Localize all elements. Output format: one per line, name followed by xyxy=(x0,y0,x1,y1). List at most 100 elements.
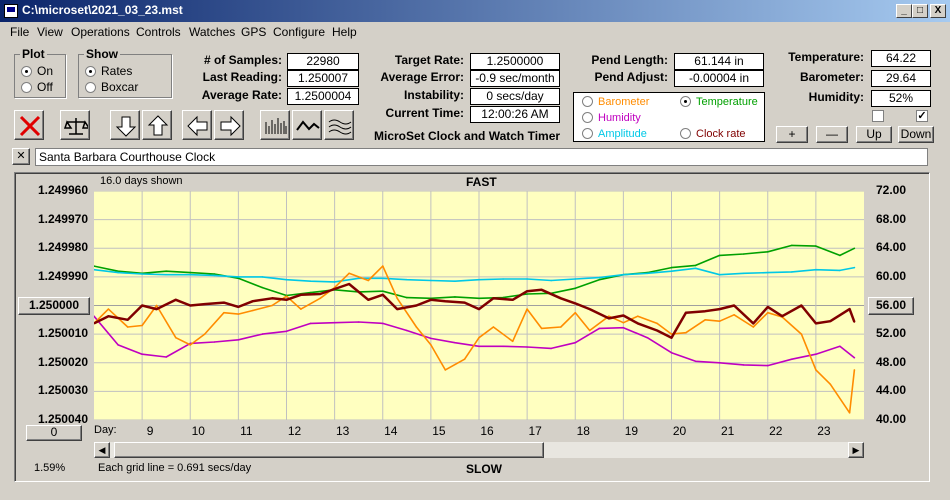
data-point xyxy=(175,299,177,301)
menu-operations[interactable]: Operations xyxy=(71,25,130,39)
percent-label: 1.59% xyxy=(34,462,66,474)
checkbox-left[interactable] xyxy=(872,110,884,122)
data-point xyxy=(261,276,264,278)
data-point xyxy=(175,336,177,339)
data-point xyxy=(829,320,832,322)
data-point xyxy=(781,315,783,317)
data-point xyxy=(237,306,240,308)
data-point xyxy=(271,297,273,300)
data-point xyxy=(622,273,625,276)
data-point xyxy=(829,383,832,385)
legend-humidity[interactable]: Humidity xyxy=(582,112,641,124)
app-icon[interactable] xyxy=(4,4,18,18)
close-button[interactable]: X xyxy=(930,4,946,18)
current-time-label: Current Time: xyxy=(385,106,464,120)
data-point xyxy=(300,308,302,310)
data-point xyxy=(93,268,95,271)
red-x-icon xyxy=(19,115,41,137)
data-point xyxy=(670,266,673,269)
legend-clock-rate[interactable]: Clock rate xyxy=(680,128,746,140)
data-point xyxy=(237,276,240,278)
data-point xyxy=(454,280,456,282)
data-point xyxy=(126,326,129,328)
clear-name-button[interactable]: ✕ xyxy=(12,148,30,165)
smooth-plot-button[interactable] xyxy=(292,110,322,140)
menu-file[interactable]: File xyxy=(10,25,30,39)
data-point xyxy=(406,278,408,281)
data-point xyxy=(511,340,514,343)
menu-watches[interactable]: Watches xyxy=(189,25,236,39)
minus-button[interactable]: — xyxy=(816,126,848,143)
radio-icon xyxy=(21,82,32,93)
plot-off-radio[interactable]: Off xyxy=(21,80,53,94)
data-point xyxy=(492,326,495,328)
legend-amplitude[interactable]: Amplitude xyxy=(582,128,647,140)
x-tick: 9 xyxy=(146,424,154,438)
legend-temperature[interactable]: Temperature xyxy=(680,96,758,108)
data-point xyxy=(141,273,143,275)
arrow-left-button[interactable] xyxy=(182,110,212,140)
avg-error-label: Average Error: xyxy=(380,70,464,84)
target-rate-field[interactable]: 1.2500000 xyxy=(470,53,560,70)
up-button[interactable]: Up xyxy=(856,126,892,143)
data-point xyxy=(444,369,447,371)
data-point xyxy=(415,326,418,328)
pend-length-field: 61.144 in xyxy=(674,53,764,70)
data-point xyxy=(733,314,735,316)
down-button[interactable]: Down xyxy=(898,126,934,143)
pend-adjust-field[interactable]: -0.00004 in xyxy=(674,70,764,87)
menu-gps[interactable]: GPS xyxy=(241,25,267,39)
clock-name-field[interactable]: Santa Barbara Courthouse Clock xyxy=(35,148,928,166)
x-tick: 12 xyxy=(287,424,302,438)
maximize-button[interactable]: □ xyxy=(912,4,928,18)
data-point xyxy=(502,278,504,280)
data-point xyxy=(502,345,504,348)
arrow-up-button[interactable] xyxy=(142,110,172,140)
plot-on-radio[interactable]: On xyxy=(21,64,53,78)
menu-configure[interactable]: Configure xyxy=(273,25,326,39)
legend-barometer-label: Barometer xyxy=(598,96,650,108)
balance-button[interactable] xyxy=(60,110,90,140)
arrow-right-button[interactable] xyxy=(214,110,244,140)
stop-button[interactable] xyxy=(14,110,44,140)
menu-view[interactable]: View xyxy=(37,25,63,39)
data-point xyxy=(574,287,577,290)
menu-help[interactable]: Help xyxy=(332,25,357,39)
data-point xyxy=(637,322,639,325)
show-rates-radio[interactable]: Rates xyxy=(85,64,132,78)
days-shown-label: 16.0 days shown xyxy=(100,175,183,187)
menu-bar: File View Operations Controls Watches GP… xyxy=(0,23,950,41)
zero-button[interactable]: 0 xyxy=(26,425,82,441)
rate-center-button[interactable]: 1.250000 xyxy=(18,297,90,315)
data-point xyxy=(550,279,552,282)
y-tick-right: 48.00 xyxy=(875,354,906,369)
scroll-right-button[interactable]: ▶ xyxy=(848,442,864,458)
arrow-down-button[interactable] xyxy=(110,110,140,140)
balance-scale-icon xyxy=(64,118,88,135)
multi-plot-button[interactable] xyxy=(324,110,354,140)
scale-center-button[interactable]: 56.00 xyxy=(868,297,914,315)
y-tick-left: 1.249980 xyxy=(37,240,88,255)
legend-barometer[interactable]: Barometer xyxy=(582,96,649,108)
checkbox-right[interactable]: ✓ xyxy=(916,110,928,122)
data-point xyxy=(704,310,706,312)
raw-plot-button[interactable] xyxy=(260,110,290,140)
y-tick-right: 40.00 xyxy=(875,412,906,426)
show-boxcar-radio[interactable]: Boxcar xyxy=(85,80,138,94)
data-point xyxy=(598,327,601,330)
instability-field: 0 secs/day xyxy=(470,88,560,105)
data-point xyxy=(656,329,658,332)
data-point xyxy=(165,270,167,272)
menu-controls[interactable]: Controls xyxy=(136,25,181,39)
scroll-left-button[interactable]: ◀ xyxy=(94,442,110,458)
horizontal-scrollbar[interactable]: ◀ ▶ xyxy=(94,442,864,458)
radio-selected-icon xyxy=(680,96,691,107)
minimize-button[interactable]: _ xyxy=(896,4,912,18)
data-point xyxy=(430,344,432,346)
data-point xyxy=(141,324,143,327)
x-tick: 17 xyxy=(528,424,542,438)
data-point xyxy=(526,290,528,292)
series-line-barometer xyxy=(93,265,856,414)
scroll-thumb[interactable] xyxy=(114,442,544,458)
plus-button[interactable]: + xyxy=(776,126,808,143)
